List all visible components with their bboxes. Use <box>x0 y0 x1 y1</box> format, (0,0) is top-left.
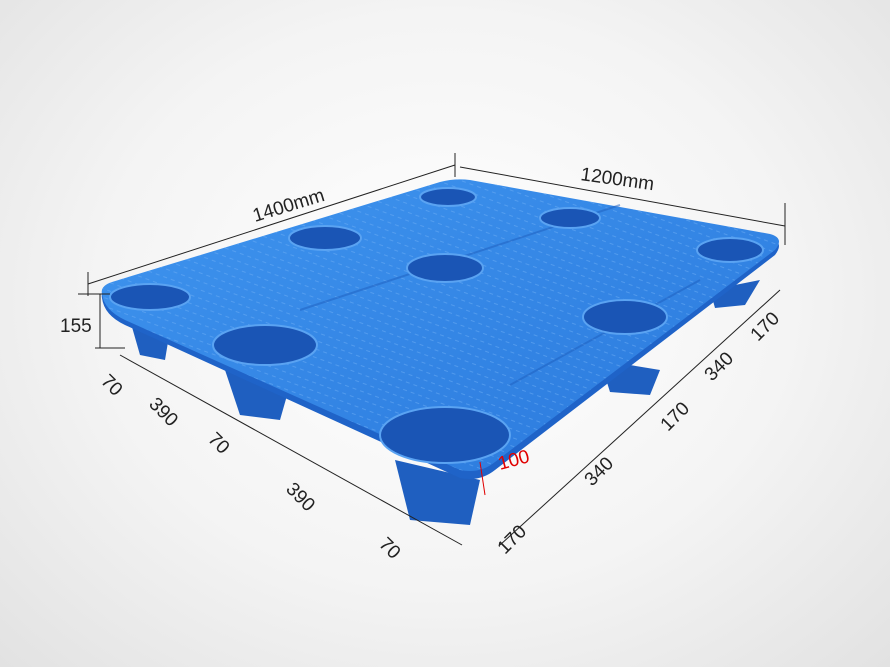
left-dim-2: 390 <box>144 394 181 431</box>
right-dim-5: 170 <box>747 308 784 345</box>
right-dim-2: 340 <box>581 453 618 490</box>
right-dim-1: 170 <box>494 521 531 558</box>
left-dim-1: 70 <box>96 371 126 401</box>
left-dim-4: 390 <box>281 479 318 516</box>
pallet-deck <box>101 179 779 480</box>
right-dim-3: 170 <box>657 398 694 435</box>
dimension-lines <box>78 153 786 546</box>
height-label: 155 <box>60 316 92 337</box>
left-dim-5: 70 <box>374 534 404 564</box>
pallet-holes <box>109 187 764 464</box>
right-dim-4: 340 <box>701 348 738 385</box>
left-dim-3: 70 <box>203 429 233 459</box>
